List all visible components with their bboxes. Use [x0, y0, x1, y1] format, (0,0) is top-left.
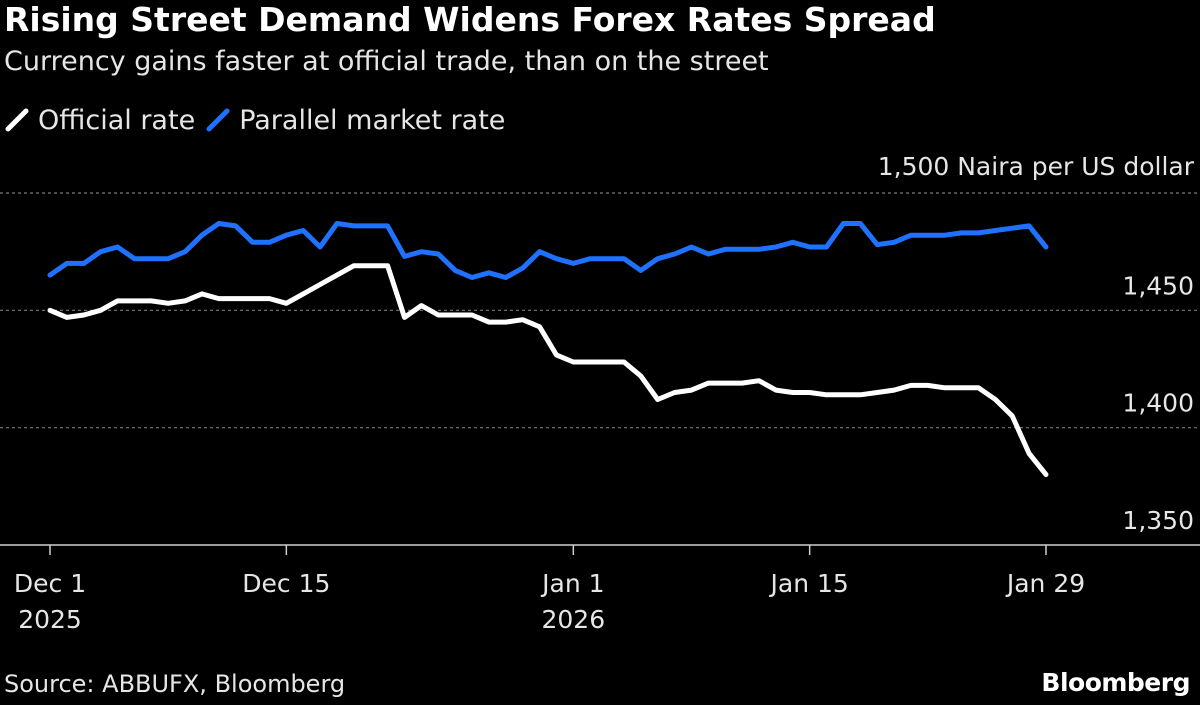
legend-item-official: Official rate: [4, 105, 195, 136]
legend-label-official: Official rate: [38, 104, 196, 136]
series-line-parallel: [47, 221, 1049, 280]
x-tick-label-31: Jan 1: [540, 569, 604, 598]
legend-label-parallel: Parallel market rate: [239, 104, 506, 136]
series-line-official: [47, 263, 1049, 478]
x-tick-sublabel-0: 2025: [18, 605, 82, 634]
x-tick-label-59: Jan 29: [1005, 569, 1085, 598]
x-tick-sublabel-31: 2026: [542, 605, 606, 634]
chart-subtitle: Currency gains faster at official trade,…: [4, 46, 769, 77]
bloomberg-logo: Bloomberg: [1041, 668, 1190, 697]
legend-swatch-parallel: [206, 108, 230, 132]
legend-item-parallel: Parallel market rate: [205, 105, 505, 136]
y-tick-label-1500: 1,500 Naira per US dollar: [878, 152, 1195, 181]
x-tick-label-45: Jan 15: [769, 569, 849, 598]
chart-title: Rising Street Demand Widens Forex Rates …: [4, 0, 936, 39]
y-tick-label-1400: 1,400: [1122, 389, 1194, 418]
y-tick-label-1350: 1,350: [1122, 506, 1194, 535]
x-tick-label-14: Dec 15: [242, 569, 330, 598]
legend-swatch-official: [5, 108, 29, 132]
y-tick-label-1450: 1,450: [1122, 271, 1194, 300]
x-tick-label-0: Dec 1: [14, 569, 86, 598]
legend: Official rate Parallel market rate: [4, 100, 515, 140]
source-note: Source: ABBUFX, Bloomberg: [4, 670, 346, 698]
